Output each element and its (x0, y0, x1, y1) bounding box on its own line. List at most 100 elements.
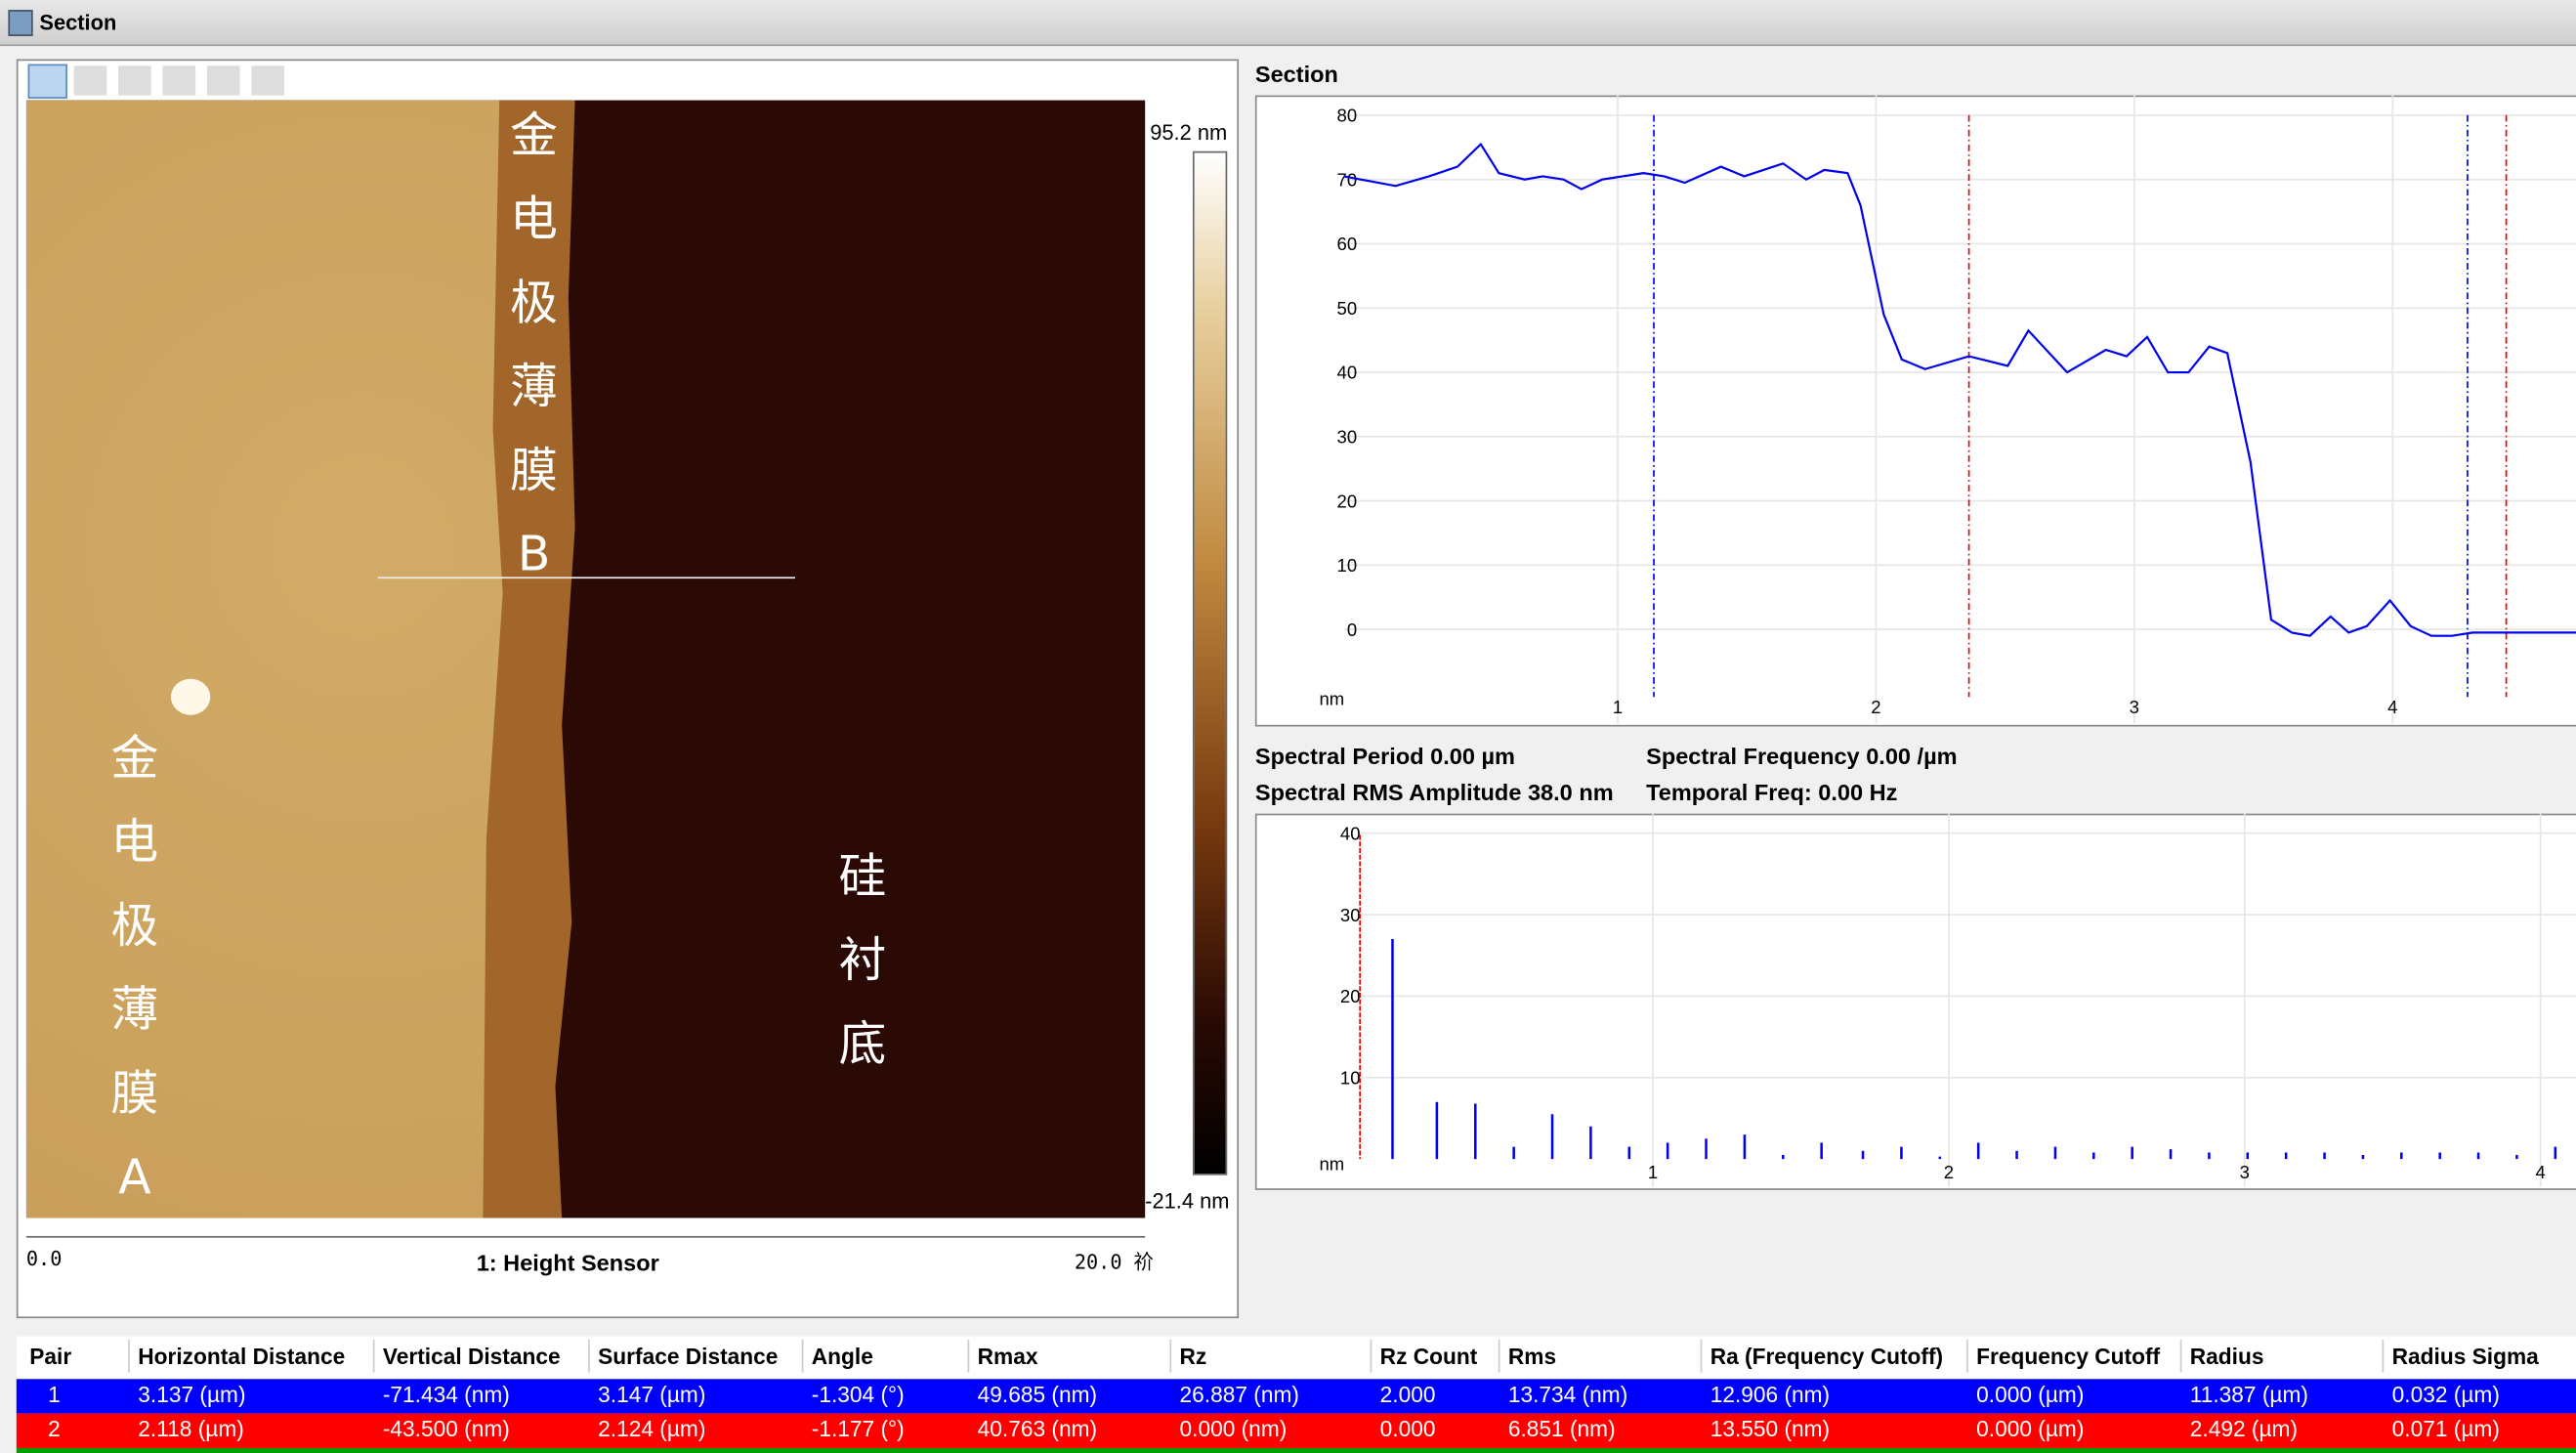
window-title: Section (39, 10, 117, 35)
label-substrate: 硅衬底 (838, 847, 887, 1072)
table-cell: 0.000 (µm) (1976, 1416, 2085, 1442)
table-cell: 11.387 (µm) (2189, 1382, 2308, 1407)
label-film-a: 金电极薄膜A (110, 729, 159, 1206)
table-cell: -1.304 (°) (811, 1382, 905, 1407)
table-cell: Surface Distance (598, 1344, 779, 1370)
zoom-out-tool[interactable] (206, 65, 240, 96)
column-divider (588, 1339, 590, 1373)
profile-line (1343, 142, 2576, 637)
zoom-tool[interactable] (118, 65, 151, 96)
table-cell: 2.492 (µm) (2189, 1416, 2299, 1442)
results-table: Pair Horizontal Distance Vertical Distance… (16, 1336, 2576, 1453)
y-unit: nm (1319, 689, 1344, 709)
column-divider (1966, 1339, 1968, 1373)
table-cell: 1 (48, 1382, 61, 1407)
y-tick-label: 10 (1340, 1068, 1361, 1089)
section-title: Section (1254, 61, 1338, 88)
table-cell: Radius (2189, 1344, 2264, 1370)
column-divider (2382, 1339, 2385, 1373)
y-tick-label: 40 (1337, 363, 1358, 383)
table-cell: Rz Count (1379, 1344, 1478, 1370)
table-cell: 0.000 (µm) (1976, 1382, 2085, 1407)
table-cell: 0.071 (µm) (2391, 1416, 2500, 1442)
spectral-period: Spectral Period 0.00 µm (1254, 743, 1516, 770)
table-cell: 2 (48, 1416, 61, 1442)
table-cell: 2.000 (1379, 1382, 1436, 1407)
table-cell: Rmax (977, 1344, 1038, 1370)
table-cell: 12.906 (nm) (1710, 1382, 1831, 1407)
section-line (377, 577, 795, 579)
y-tick-label: 30 (1337, 427, 1358, 448)
title-bar: Section (0, 0, 2576, 47)
y-tick-label: 20 (1337, 491, 1358, 511)
ruler-tool[interactable] (27, 64, 67, 99)
x-tick-label: 1 (1648, 1162, 1658, 1182)
y-tick-label: 0 (1347, 620, 1357, 640)
y-tick-label: 30 (1340, 905, 1361, 925)
color-bar (1192, 150, 1228, 1175)
temporal-freq: Temporal Freq: 0.00 Hz (1646, 779, 1898, 806)
table-cell: 0.000 (nm) (1179, 1416, 1288, 1442)
y-tick-label: 10 (1337, 555, 1358, 576)
table-cell: -71.434 (nm) (382, 1382, 510, 1407)
label-film-b: 金电极薄膜B (510, 107, 558, 582)
column-divider (372, 1339, 375, 1373)
table-cell: 2.118 (µm) (138, 1416, 244, 1442)
particle (170, 678, 211, 715)
column-divider (1169, 1339, 1172, 1373)
row-2 (16, 1413, 2576, 1448)
y-unit: nm (1319, 1154, 1344, 1175)
table-cell: Vertical Distance (382, 1344, 561, 1370)
gold-film-a (25, 100, 503, 1218)
table-cell: Angle (811, 1344, 873, 1370)
section-chart (1254, 95, 2576, 727)
table-cell: Rms (1507, 1344, 1557, 1370)
table-cell: -43.500 (nm) (382, 1416, 510, 1442)
spectral-rms: Spectral RMS Amplitude 38.0 nm (1254, 779, 1614, 806)
y-tick-label: 60 (1337, 234, 1358, 254)
y-tick-label: 80 (1337, 106, 1358, 126)
pan-tool[interactable] (73, 65, 107, 96)
column-divider (1370, 1339, 1372, 1373)
y-tick-label: 40 (1340, 823, 1361, 843)
x-scale-line (25, 1235, 1146, 1238)
x-tick-label: 4 (2536, 1162, 2546, 1182)
x-tick-label: 1 (1613, 697, 1623, 717)
x-end: 20.0 祄 (1074, 1251, 1154, 1274)
column-divider (1498, 1339, 1500, 1373)
table-cell: 13.734 (nm) (1507, 1382, 1628, 1407)
y-tick-label: 50 (1337, 298, 1358, 319)
table-cell: 49.685 (nm) (977, 1382, 1098, 1407)
x-tick-label: 4 (2387, 697, 2397, 717)
toolbar (26, 64, 289, 99)
afm-image (25, 100, 1146, 1218)
spectral-frequency: Spectral Frequency 0.00 /µm (1646, 743, 1958, 770)
table-cell: 6.851 (nm) (1507, 1416, 1616, 1442)
table-cell: -1.177 (°) (811, 1416, 905, 1442)
table-cell: 13.550 (nm) (1710, 1416, 1831, 1442)
table-cell: Pair (29, 1344, 72, 1370)
table-cell: 3.147 (µm) (598, 1382, 706, 1407)
x-start: 0.0 (25, 1247, 63, 1271)
table-cell: 2.124 (µm) (598, 1416, 706, 1442)
x-tick-label: 2 (1871, 697, 1880, 717)
window-icon (8, 10, 33, 37)
y-tick-label: 20 (1340, 986, 1361, 1006)
x-tick-label: 3 (2130, 697, 2139, 717)
table-cell: Ra (Frequency Cutoff) (1710, 1344, 1944, 1370)
zoom-in-tool[interactable] (162, 65, 196, 96)
column-divider (1700, 1339, 1703, 1373)
column-divider (128, 1339, 130, 1373)
table-cell: Rz (1179, 1344, 1207, 1370)
table-cell: 3.137 (µm) (138, 1382, 246, 1407)
scale-min: -21.4 nm (1145, 1188, 1230, 1214)
table-cell: 40.763 (nm) (977, 1416, 1098, 1442)
scale-max: 95.2 nm (1150, 119, 1228, 146)
row-1 (16, 1379, 2576, 1414)
table-cell: Frequency Cutoff (1976, 1344, 2161, 1370)
y-tick-label: 70 (1337, 169, 1358, 190)
table-cell: 26.887 (nm) (1179, 1382, 1299, 1407)
tilt-tool[interactable] (251, 65, 284, 96)
